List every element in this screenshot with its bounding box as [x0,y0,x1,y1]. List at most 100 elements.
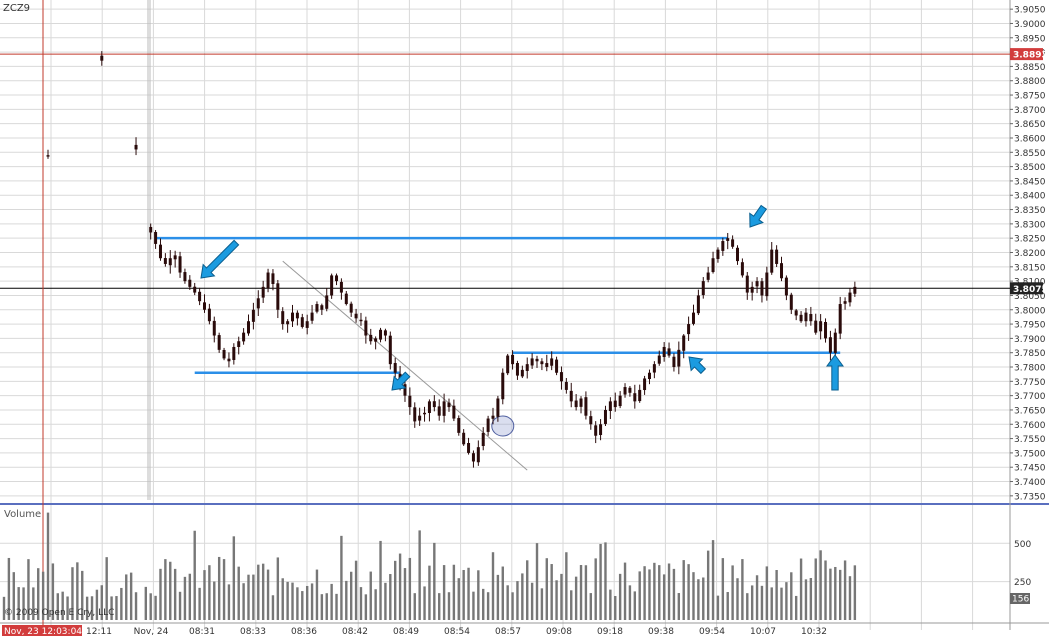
candle-body [393,362,397,373]
volume-bar [354,560,358,620]
volume-bar [428,565,431,620]
volume-bar [540,588,544,620]
volume-bar [633,591,637,620]
volume-bar [335,593,338,620]
candle-body [809,314,813,322]
candle-body [696,295,700,314]
price-tick-label: 3.8750 [1014,92,1046,102]
volume-bar [154,595,157,620]
candle-body [775,249,779,264]
candle-body [819,321,823,332]
candle-body [677,349,681,367]
candle-body [628,387,632,393]
volume-bar [486,592,490,620]
volume-bar [457,578,460,620]
volume-bar [472,591,475,620]
time-tick-label: 08:33 [240,627,266,637]
candle-body [198,291,202,302]
volume-bar [467,567,470,620]
volume-bar [90,596,94,620]
candle-body [183,272,187,282]
volume-bar [614,595,617,620]
candle-body [207,308,211,322]
time-tick-label: 08:54 [444,627,470,637]
price-tick-label: 3.7950 [1014,321,1046,331]
volume-bar [721,558,725,620]
volume-bar [237,566,240,620]
volume-bar [834,566,837,620]
volume-bar [100,585,103,620]
volume-bar [56,593,59,620]
volume-bar [697,579,700,620]
candle-body [579,398,583,407]
candle-body [530,358,534,366]
volume-bar [433,542,436,620]
candle-body [256,298,260,309]
candle-body [789,294,793,310]
candle-body [481,432,485,447]
volume-bar [173,568,177,620]
price-tick-label: 3.7400 [1014,478,1046,488]
volume-bar [257,564,260,620]
candle-body [291,312,295,322]
candle-body [506,355,510,374]
candle-body [344,293,348,305]
volume-bar [726,592,729,620]
time-tick-label: 09:08 [546,627,572,637]
candle-body [564,381,568,390]
marked-price-tag-text: 3.8893 [1013,51,1048,61]
candle-body [594,425,598,436]
volume-bar [330,583,333,620]
volume-bar [731,565,734,620]
candle-body [755,281,759,287]
price-tick-label: 3.8450 [1014,177,1046,187]
candle-body [46,155,50,157]
candle-body [667,348,671,356]
volume-bar [403,568,407,620]
price-tick-label: 3.8700 [1014,106,1046,116]
volume-bar [296,587,299,620]
candle-body [271,273,275,284]
breakout-circle-marker [491,415,515,437]
candle-body [657,355,661,364]
volume-bar [843,560,847,620]
volume-bar [305,585,309,620]
volume-bar [609,589,612,620]
volume-panel-label: Volume [4,509,41,520]
candle-body [511,354,515,365]
candle-body [638,389,642,402]
volume-bar [27,559,30,620]
price-tick-label: 3.8150 [1014,263,1046,273]
candle-body [794,310,798,316]
candle-body [589,416,593,425]
volume-bar [623,562,627,620]
volume-bar [653,562,656,620]
candle-body [134,144,138,150]
volume-bar [736,578,739,620]
current-price-tag [1010,282,1043,295]
volume-bar [677,593,681,620]
candle-body [222,349,226,359]
price-tick-label: 3.7650 [1014,406,1046,416]
volume-bar [667,563,671,620]
candle-body [643,378,647,391]
arrow-up-left-annotation [688,356,707,375]
volume-bar [286,581,289,620]
candle-body [599,424,603,436]
candle-body [173,255,177,260]
volume-bar [217,556,221,620]
volume-bar [183,576,187,620]
candle-body [574,400,578,408]
volume-bar [193,530,196,620]
candle-body [403,384,407,396]
candle-body [423,412,427,415]
volume-bar [477,570,480,620]
volume-bar [242,583,245,620]
volume-bar [281,578,284,620]
volume-bar [110,596,113,620]
candle-body [736,247,739,262]
volume-bar [37,568,40,620]
price-tick-label: 3.8550 [1014,149,1046,159]
candle-body [320,305,324,310]
